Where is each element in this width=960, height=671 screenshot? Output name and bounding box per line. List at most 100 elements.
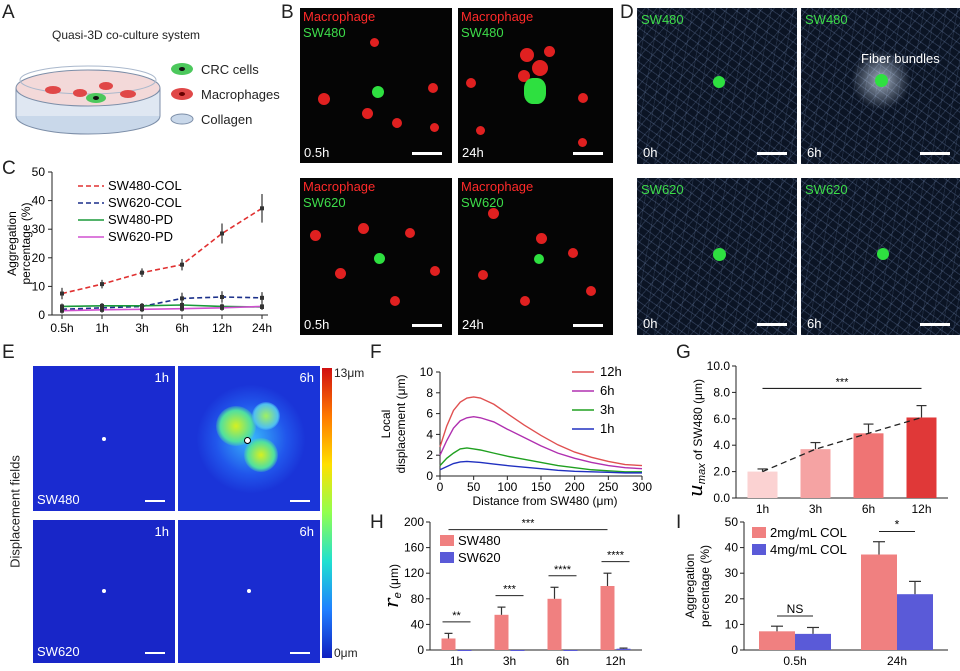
label-sw620: SW620	[805, 182, 848, 197]
y-tick-label: 40	[32, 194, 46, 208]
y-tick-label: 0	[38, 308, 45, 322]
scale-bar	[757, 152, 787, 155]
bar	[494, 614, 509, 650]
legend-swatch	[752, 527, 766, 538]
scale-bar	[573, 324, 603, 327]
label-sw620: SW620	[641, 182, 684, 197]
panel-label-i: I	[676, 512, 682, 533]
time-label: 0h	[643, 145, 658, 160]
data-point	[180, 302, 184, 307]
cell-label: SW620	[37, 644, 80, 659]
legend-label: 4mg/mL COL	[770, 542, 847, 557]
sig-label: ****	[607, 550, 625, 562]
colorbar-max: 13μm	[334, 366, 365, 380]
series-line	[439, 460, 642, 474]
fiber-sw620-0h: SW620 0h	[637, 178, 797, 335]
x-tick-label: 1h	[756, 502, 769, 515]
bar	[616, 648, 631, 650]
x-tick-label: 200	[565, 480, 585, 494]
bar	[853, 433, 884, 498]
scale-bar	[145, 500, 165, 502]
legend-label: 6h	[600, 383, 614, 398]
panel-label-e: E	[2, 342, 15, 363]
data-point	[260, 295, 264, 300]
y-tick-label: 30	[32, 222, 46, 236]
y-tick-label: 50	[725, 515, 739, 529]
sig-label: ***	[503, 584, 517, 596]
bar	[861, 554, 897, 650]
y-tick-label: 0.0	[713, 491, 730, 505]
data-point	[100, 282, 104, 287]
x-tick-label: 3h	[809, 502, 822, 515]
y-axis-label: Local	[379, 410, 393, 439]
legend-macrophages: Macrophages	[201, 87, 280, 102]
x-tick-label: 6h	[175, 321, 188, 335]
colorbar	[322, 368, 332, 658]
y-tick-label: 4	[426, 427, 433, 441]
x-tick-label: 24h	[887, 654, 907, 668]
panel-label-d: D	[620, 2, 634, 23]
sig-label: ****	[554, 564, 572, 576]
data-point	[220, 294, 224, 299]
label-macrophage: Macrophage	[303, 179, 376, 194]
bar	[600, 586, 615, 650]
fiber-sw480-6h: Fiber bundles SW480 6h	[801, 8, 960, 164]
series-line	[61, 305, 263, 312]
x-tick-label: 12h	[605, 654, 625, 668]
bar	[747, 471, 778, 498]
legend-label: SW480-PD	[108, 212, 173, 227]
time-label: 6h	[299, 370, 314, 385]
panel-label-f: F	[370, 342, 382, 363]
y-tick-label: 2	[426, 448, 433, 462]
y-tick-label: 40	[725, 541, 739, 555]
micro-sw620-05h: Macrophage SW620 0.5h	[300, 178, 452, 335]
series-line	[61, 207, 263, 295]
label-sw480: SW480	[461, 25, 504, 40]
time-label: 24h	[462, 317, 484, 332]
y-tick-label: 10	[32, 279, 46, 293]
sig-label: *	[895, 517, 900, 531]
data-point	[140, 303, 144, 308]
label-macrophage: Macrophage	[461, 9, 534, 24]
y-tick-label: 0	[417, 643, 424, 657]
bar	[795, 633, 831, 650]
scale-bar	[290, 652, 310, 654]
panel-label-a: A	[2, 2, 15, 23]
time-label: 0h	[643, 316, 658, 331]
legend-label: SW620-PD	[108, 229, 173, 244]
disp-sw620-6h: 6h	[178, 520, 320, 663]
micro-sw480-05h: Macrophage SW480 0.5h	[300, 8, 452, 163]
data-point	[140, 307, 144, 312]
trend-line	[762, 416, 922, 473]
bar	[759, 631, 795, 650]
legend-label: SW620-COL	[108, 195, 182, 210]
legend-swatch	[440, 552, 454, 563]
y-axis-label: percentage (%)	[698, 545, 712, 627]
x-tick-label: 250	[598, 480, 618, 494]
y-tick-label: 80	[411, 592, 425, 606]
legend-label: 1h	[600, 421, 614, 436]
data-point	[260, 304, 264, 309]
scale-bar	[573, 152, 603, 155]
chart-i-aggregation-bars: 0 10 20 30 40 50 Aggregation percentage (%) NS 0.…	[683, 515, 948, 668]
label-sw620: SW620	[303, 195, 346, 210]
time-label: 6h	[807, 145, 822, 160]
legend-label: 3h	[600, 402, 614, 417]
data-point	[220, 231, 224, 236]
y-tick-label: 50	[32, 165, 46, 179]
x-tick-label: 24h	[252, 321, 272, 335]
x-tick-label: 0.5h	[783, 654, 806, 668]
series-line	[61, 304, 263, 308]
label-sw480: SW480	[805, 12, 848, 27]
y-axis-label: Aggregation	[5, 211, 19, 276]
bar	[547, 598, 562, 650]
x-tick-label: 1h	[450, 654, 463, 668]
time-label: 6h	[299, 524, 314, 539]
x-tick-label: 3h	[503, 654, 516, 668]
series-line	[439, 396, 643, 467]
series-line	[61, 296, 263, 311]
y-axis-label: re (μm)	[379, 564, 404, 608]
micro-sw620-24h: Macrophage SW620 24h	[458, 178, 613, 335]
y-tick-label: 0	[426, 469, 433, 483]
cell-label: SW480	[37, 492, 80, 507]
